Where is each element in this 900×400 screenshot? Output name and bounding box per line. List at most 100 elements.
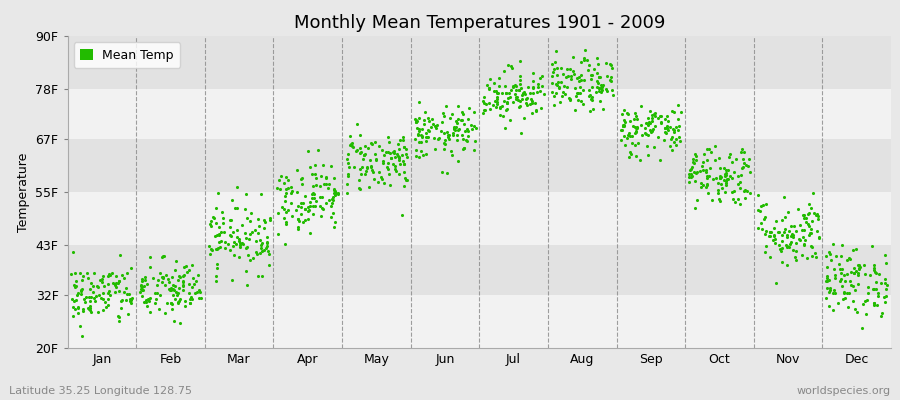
Point — [695, 162, 709, 169]
Point — [75, 286, 89, 292]
Point — [461, 116, 475, 122]
Point — [162, 279, 176, 286]
Point — [343, 142, 357, 148]
Point — [411, 115, 426, 121]
Point — [493, 105, 508, 112]
Point — [515, 96, 529, 102]
Point — [544, 60, 559, 67]
Point — [648, 113, 662, 120]
Point — [822, 288, 836, 295]
Point — [392, 154, 406, 160]
Point — [218, 239, 232, 246]
Point — [409, 117, 423, 124]
Point — [107, 282, 122, 288]
Point — [526, 78, 540, 84]
Point — [227, 252, 241, 259]
Point — [111, 313, 125, 319]
Point — [757, 216, 771, 222]
Point — [616, 122, 631, 129]
Point — [443, 115, 457, 122]
Point — [91, 309, 105, 316]
Point — [662, 143, 677, 149]
Point — [867, 286, 881, 292]
Point — [102, 288, 116, 294]
Point — [100, 290, 114, 296]
Point — [393, 161, 408, 168]
Point — [258, 219, 273, 226]
Point — [583, 76, 598, 83]
Point — [809, 254, 824, 260]
Point — [573, 98, 588, 104]
Point — [319, 200, 333, 206]
Point — [352, 185, 366, 191]
Point — [95, 276, 110, 282]
Point — [823, 285, 837, 292]
Point — [829, 252, 843, 259]
Point — [500, 106, 514, 112]
Point — [563, 96, 578, 102]
Point — [801, 210, 815, 217]
Point — [824, 251, 838, 258]
Point — [806, 252, 820, 259]
Point — [555, 89, 570, 96]
Point — [824, 257, 838, 263]
Point — [604, 74, 618, 80]
Point — [593, 85, 608, 91]
Point — [727, 168, 742, 175]
Point — [502, 116, 517, 123]
Point — [735, 164, 750, 170]
Point — [724, 175, 739, 182]
Point — [812, 234, 826, 240]
Point — [212, 239, 226, 246]
Point — [501, 95, 516, 101]
Point — [658, 116, 672, 122]
Point — [599, 73, 614, 80]
Point — [505, 65, 519, 71]
Point — [737, 187, 751, 194]
Point — [639, 130, 653, 137]
Point — [739, 162, 753, 169]
Point — [499, 90, 513, 97]
Point — [850, 262, 865, 269]
Point — [156, 275, 170, 281]
Point — [461, 133, 475, 139]
Point — [781, 244, 796, 251]
Point — [376, 159, 391, 166]
Point — [342, 163, 356, 170]
Point — [400, 154, 414, 160]
Point — [506, 84, 520, 90]
Point — [187, 290, 202, 297]
Point — [101, 273, 115, 280]
Point — [480, 81, 494, 88]
Point — [836, 272, 850, 279]
Point — [277, 206, 292, 212]
Point — [376, 158, 391, 164]
Point — [771, 242, 786, 248]
Point — [224, 233, 238, 239]
Point — [190, 289, 204, 296]
Point — [221, 241, 236, 247]
Point — [203, 246, 218, 252]
Point — [699, 146, 714, 152]
Point — [447, 126, 462, 132]
Point — [835, 282, 850, 289]
Point — [452, 126, 466, 132]
Point — [279, 221, 293, 228]
Point — [545, 69, 560, 76]
Point — [233, 244, 248, 250]
Point — [171, 277, 185, 284]
Point — [835, 296, 850, 302]
Point — [371, 179, 385, 185]
Point — [445, 111, 459, 117]
Point — [849, 246, 863, 252]
Point — [94, 279, 109, 286]
Point — [381, 160, 395, 167]
Point — [673, 138, 688, 144]
Point — [867, 265, 881, 271]
Point — [122, 298, 137, 304]
Point — [254, 244, 268, 251]
Point — [328, 190, 342, 196]
Point — [428, 123, 442, 129]
Point — [339, 189, 354, 196]
Point — [317, 180, 331, 187]
